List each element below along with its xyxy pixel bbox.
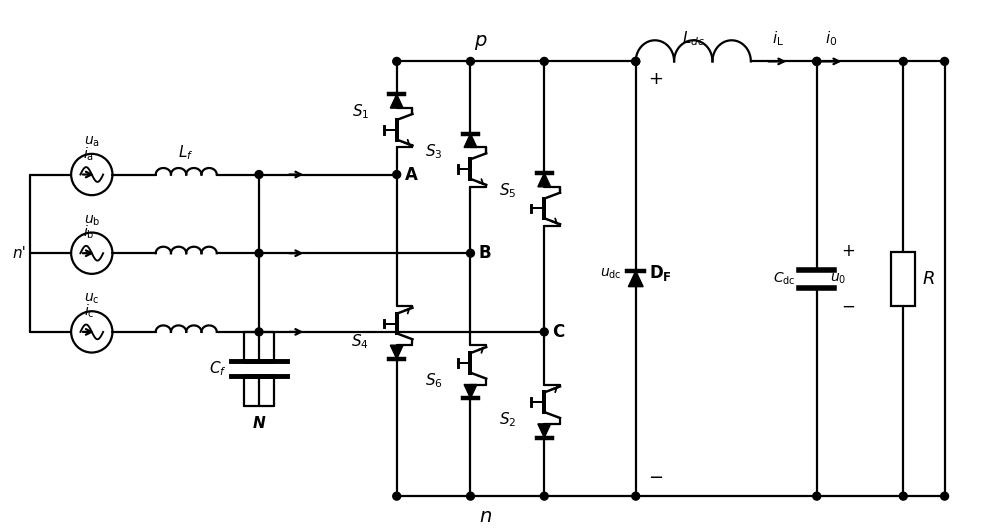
- Circle shape: [540, 57, 548, 65]
- Text: −: −: [648, 469, 663, 487]
- Polygon shape: [390, 95, 403, 108]
- Circle shape: [813, 57, 821, 65]
- Polygon shape: [390, 345, 403, 359]
- Text: −: −: [841, 297, 855, 315]
- Text: $S_4$: $S_4$: [351, 332, 369, 350]
- Circle shape: [255, 170, 263, 178]
- Circle shape: [813, 57, 821, 65]
- Text: $i_{\mathrm{b}}$: $i_{\mathrm{b}}$: [83, 224, 95, 242]
- Text: $i_0$: $i_0$: [825, 29, 838, 48]
- Text: A: A: [405, 166, 417, 184]
- Text: $u_{\mathrm{a}}$: $u_{\mathrm{a}}$: [84, 134, 100, 149]
- Text: $p$: $p$: [474, 32, 487, 52]
- Text: n': n': [12, 246, 26, 261]
- Polygon shape: [628, 271, 643, 287]
- Text: B: B: [478, 244, 491, 262]
- Circle shape: [255, 249, 263, 257]
- Circle shape: [467, 492, 474, 500]
- Circle shape: [540, 492, 548, 500]
- Polygon shape: [464, 134, 477, 148]
- Text: $C_f$: $C_f$: [209, 359, 227, 378]
- Text: $i_{\mathrm{a}}$: $i_{\mathrm{a}}$: [83, 145, 94, 162]
- Text: $\mathbf{D_F}$: $\mathbf{D_F}$: [649, 263, 672, 283]
- Text: $i_{\mathrm{L}}$: $i_{\mathrm{L}}$: [772, 29, 784, 48]
- Circle shape: [899, 492, 907, 500]
- Text: $C_{\mathrm{dc}}$: $C_{\mathrm{dc}}$: [773, 271, 795, 287]
- Text: $L_f$: $L_f$: [178, 143, 194, 162]
- Polygon shape: [538, 424, 551, 438]
- Polygon shape: [464, 384, 477, 398]
- Text: +: +: [841, 242, 855, 260]
- Text: $L_{dc}$: $L_{dc}$: [682, 29, 705, 48]
- Circle shape: [467, 57, 474, 65]
- Text: $u_{\mathrm{c}}$: $u_{\mathrm{c}}$: [84, 292, 100, 306]
- Circle shape: [632, 492, 640, 500]
- Text: $u_{\mathrm{dc}}$: $u_{\mathrm{dc}}$: [600, 267, 622, 281]
- Circle shape: [941, 492, 949, 500]
- Text: N: N: [253, 415, 265, 431]
- Circle shape: [540, 328, 548, 336]
- Circle shape: [393, 170, 401, 178]
- Circle shape: [899, 57, 907, 65]
- Text: $S_3$: $S_3$: [425, 142, 443, 161]
- Circle shape: [393, 57, 401, 65]
- Circle shape: [467, 249, 474, 257]
- Text: +: +: [648, 70, 663, 88]
- Text: $n$: $n$: [479, 507, 492, 526]
- Text: $i_{\mathrm{c}}$: $i_{\mathrm{c}}$: [84, 303, 94, 320]
- Circle shape: [255, 328, 263, 336]
- Text: $u_{\mathrm{b}}$: $u_{\mathrm{b}}$: [84, 213, 100, 228]
- Text: $S_2$: $S_2$: [499, 410, 517, 429]
- Text: $R$: $R$: [922, 270, 935, 288]
- Polygon shape: [538, 173, 551, 187]
- Text: $S_1$: $S_1$: [352, 102, 369, 122]
- Text: $S_5$: $S_5$: [499, 182, 517, 200]
- Text: $u_0$: $u_0$: [830, 271, 846, 286]
- Text: $S_6$: $S_6$: [425, 371, 443, 390]
- Circle shape: [632, 57, 640, 65]
- Circle shape: [393, 492, 401, 500]
- Text: C: C: [552, 323, 564, 341]
- Circle shape: [941, 57, 949, 65]
- Circle shape: [813, 492, 821, 500]
- Circle shape: [632, 57, 640, 65]
